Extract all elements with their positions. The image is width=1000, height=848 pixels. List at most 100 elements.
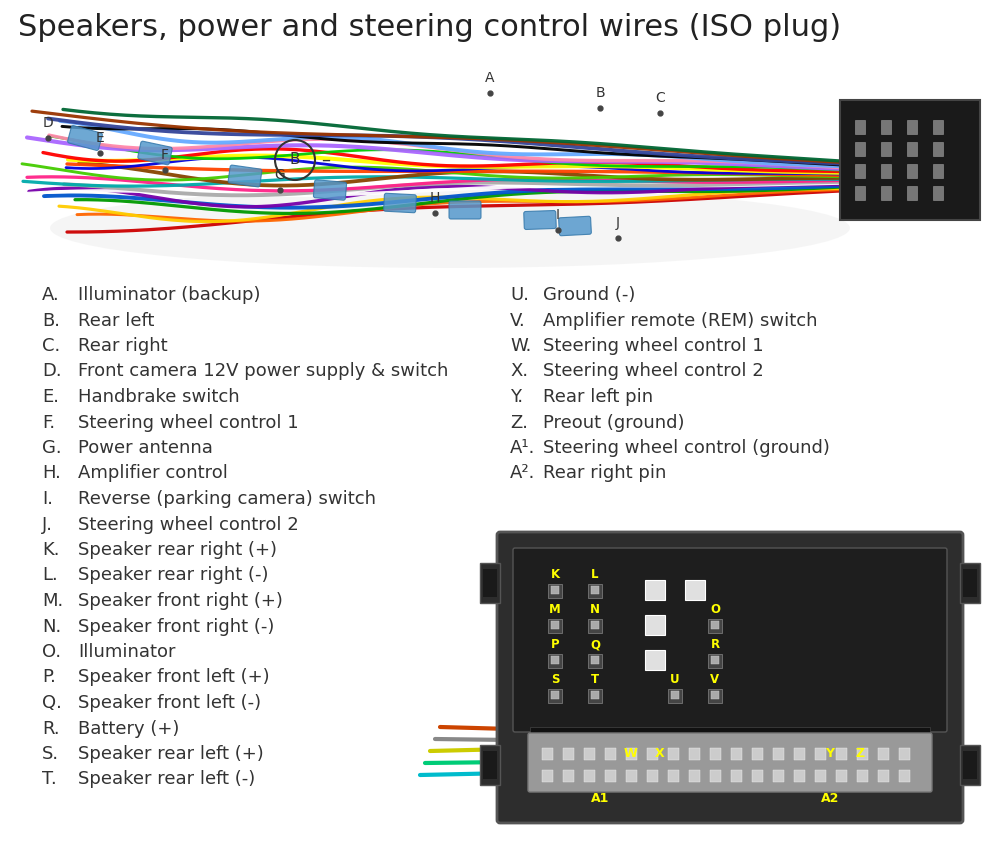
FancyBboxPatch shape [840,100,980,220]
Text: W: W [623,747,637,760]
Bar [878,748,889,760]
Text: A2: A2 [821,792,839,805]
Text: A².: A². [510,465,535,483]
Bar [480,563,500,603]
Text: K.: K. [42,541,60,559]
Bar [933,120,943,134]
Text: B: B [290,153,300,168]
Bar [689,748,700,760]
Bar [881,186,891,200]
Bar [708,689,722,703]
Text: Q: Q [590,638,600,651]
Bar [800,733,812,755]
FancyBboxPatch shape [228,165,262,187]
Bar [563,748,574,760]
Bar [551,621,559,629]
Bar [605,770,616,782]
Text: E: E [96,131,104,145]
Text: Speaker front left (-): Speaker front left (-) [78,694,261,712]
Text: S: S [551,673,559,686]
Text: Steering wheel control 2: Steering wheel control 2 [543,362,764,381]
Text: I.: I. [42,490,53,508]
Text: C: C [655,91,665,105]
Text: P: P [551,638,559,651]
Text: Battery (+): Battery (+) [78,719,179,738]
Bar [530,727,930,735]
Bar [711,621,719,629]
Text: Speaker rear left (+): Speaker rear left (+) [78,745,264,763]
Bar [881,164,891,178]
Bar [710,770,721,782]
Text: Steering wheel control 1: Steering wheel control 1 [543,337,764,355]
Text: M: M [549,603,561,616]
Text: T: T [591,673,599,686]
Bar [963,569,977,597]
Bar [794,748,805,760]
Bar [899,770,910,782]
Text: G.: G. [42,439,62,457]
Bar [960,745,980,785]
Text: J: J [616,216,620,230]
Text: L: L [591,568,599,581]
Bar [689,770,700,782]
Text: Y.: Y. [510,388,523,406]
Text: X.: X. [510,362,528,381]
Text: O: O [710,603,720,616]
Bar [480,745,500,785]
Bar [671,691,679,699]
Bar [591,656,599,664]
Text: Power antenna: Power antenna [78,439,213,457]
Text: Rear right pin: Rear right pin [543,465,666,483]
Bar [588,654,602,668]
Text: B.: B. [42,311,60,330]
Bar [857,748,868,760]
Text: Speaker rear left (-): Speaker rear left (-) [78,771,255,789]
Bar [907,120,917,134]
Text: Rear right: Rear right [78,337,168,355]
Bar [645,650,665,670]
FancyBboxPatch shape [449,201,481,219]
Bar [483,751,497,779]
Text: Z: Z [855,747,865,760]
FancyBboxPatch shape [528,733,932,792]
Bar [710,748,721,760]
Text: V: V [710,673,720,686]
Text: R: R [710,638,720,651]
Bar [551,586,559,594]
Bar [563,770,574,782]
Text: U.: U. [510,286,529,304]
Text: Y: Y [826,747,834,760]
Text: Speaker rear right (-): Speaker rear right (-) [78,566,268,584]
FancyBboxPatch shape [138,142,172,165]
Bar [656,733,668,755]
Bar [588,619,602,633]
Text: F: F [161,148,169,162]
Bar [794,770,805,782]
Text: K: K [550,568,560,581]
Text: P.: P. [42,668,56,687]
Bar [731,748,742,760]
Bar [855,164,865,178]
Text: H: H [430,191,440,205]
Text: Steering wheel control 1: Steering wheel control 1 [78,414,299,432]
Text: Reverse (parking camera) switch: Reverse (parking camera) switch [78,490,376,508]
Text: T.: T. [42,771,57,789]
Text: Q.: Q. [42,694,62,712]
Text: V.: V. [510,311,526,330]
Text: Handbrake switch: Handbrake switch [78,388,240,406]
Bar [963,751,977,779]
FancyBboxPatch shape [559,216,591,236]
Text: W.: W. [510,337,531,355]
Bar [588,584,602,598]
Text: U: U [670,673,680,686]
FancyBboxPatch shape [497,532,963,823]
Text: N.: N. [42,617,61,635]
Text: Rear left pin: Rear left pin [543,388,653,406]
Bar [548,654,562,668]
Text: Illuminator: Illuminator [78,643,176,661]
Bar [711,691,719,699]
Bar [591,586,599,594]
Bar [752,770,763,782]
Bar [815,770,826,782]
Bar [548,584,562,598]
